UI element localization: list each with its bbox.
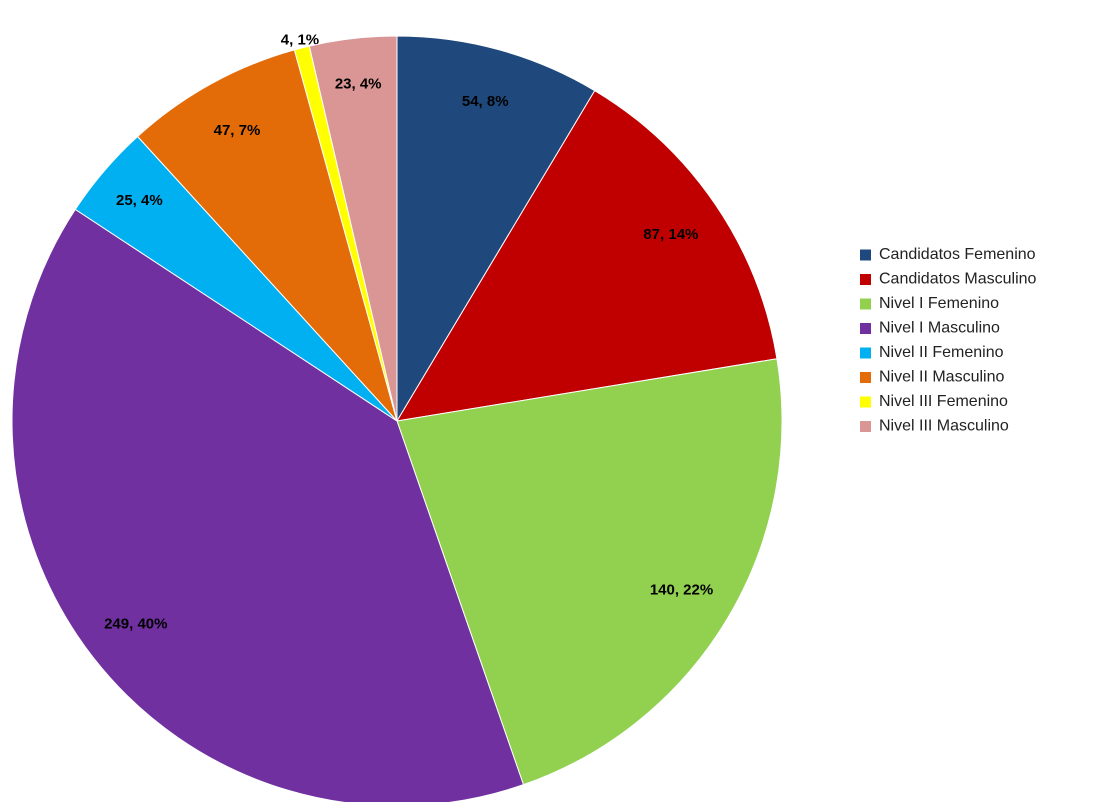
legend-label: Nivel I Femenino bbox=[879, 295, 999, 312]
legend-label: Candidatos Masculino bbox=[879, 271, 1037, 288]
legend-swatch bbox=[860, 323, 871, 334]
pie-slice bbox=[396, 358, 783, 786]
data-label: 47, 7% bbox=[214, 122, 261, 139]
legend-label: Nivel III Masculino bbox=[879, 418, 1009, 435]
data-label: 54, 8% bbox=[462, 93, 509, 110]
legend-label: Nivel II Masculino bbox=[879, 369, 1004, 386]
legend-label: Candidatos Femenino bbox=[879, 246, 1036, 263]
legend-label: Nivel II Femenino bbox=[879, 344, 1004, 361]
pie-slice bbox=[396, 35, 596, 423]
legend-swatch bbox=[860, 372, 871, 383]
legend-label: Nivel I Masculino bbox=[879, 320, 1000, 337]
pie-slice bbox=[396, 89, 778, 422]
data-label: 249, 40% bbox=[104, 615, 167, 632]
pie-slice bbox=[136, 49, 398, 422]
legend-swatch bbox=[860, 396, 871, 408]
legend-swatch bbox=[860, 347, 871, 359]
data-label: 23, 4% bbox=[335, 75, 382, 92]
legend-label: Nivel III Femenino bbox=[879, 393, 1008, 410]
data-label: 4, 1% bbox=[281, 31, 319, 48]
data-label: 140, 22% bbox=[650, 581, 713, 598]
data-label: 87, 14% bbox=[643, 226, 698, 243]
legend-swatch bbox=[860, 421, 871, 432]
legend-swatch bbox=[860, 249, 871, 261]
legend-swatch bbox=[860, 298, 871, 310]
data-label: 25, 4% bbox=[116, 192, 163, 209]
legend-swatch bbox=[860, 274, 871, 285]
pie-slice bbox=[308, 35, 398, 422]
pie-slice bbox=[11, 208, 525, 802]
